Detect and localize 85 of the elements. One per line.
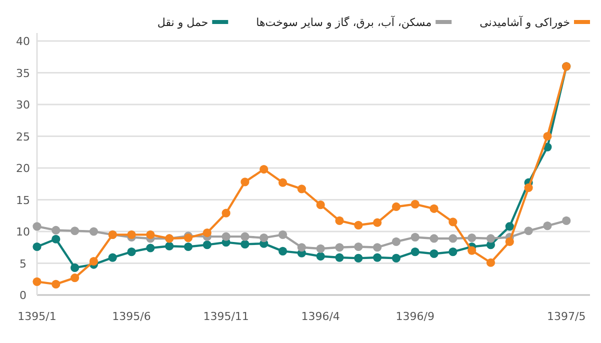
point — [392, 202, 401, 212]
point — [240, 240, 250, 248]
y-tick-label: 0 — [20, 289, 26, 302]
y-tick-label: 20 — [16, 162, 30, 175]
point — [89, 227, 98, 236]
point — [543, 221, 552, 230]
point — [52, 234, 60, 244]
point — [505, 237, 514, 246]
point — [354, 254, 363, 262]
point — [32, 242, 42, 252]
point — [410, 200, 420, 208]
y-tick-label: 35 — [16, 66, 30, 80]
point — [373, 253, 382, 262]
point — [52, 226, 60, 235]
point — [297, 184, 306, 194]
x-tick-label: 1395/6 — [112, 310, 151, 323]
point — [410, 248, 420, 256]
point — [127, 230, 136, 239]
point — [70, 226, 80, 236]
point — [430, 204, 438, 213]
point — [354, 220, 363, 230]
legend-label: مسکن، آب، برق، گاز و سایر سوخت‌ها — [256, 15, 432, 29]
point — [278, 230, 288, 239]
point — [70, 263, 80, 272]
point — [468, 234, 476, 242]
point — [260, 164, 268, 174]
legend-label: خوراکی و آشامیدنی — [480, 15, 570, 29]
point — [222, 208, 230, 218]
point — [430, 234, 438, 243]
point — [108, 253, 117, 262]
point — [543, 132, 552, 141]
point — [524, 226, 533, 236]
point — [32, 222, 42, 231]
point — [316, 252, 325, 261]
point — [316, 200, 325, 210]
point — [297, 243, 306, 252]
point — [32, 277, 42, 286]
point — [260, 234, 268, 242]
x-tick-label: 1396/9 — [396, 310, 434, 323]
legend-label: حمل و نقل — [157, 16, 208, 29]
point — [392, 254, 401, 262]
point — [202, 228, 212, 238]
point — [240, 232, 250, 241]
point — [430, 249, 438, 258]
x-tick-label: 1395/11 — [203, 310, 249, 323]
y-tick-label: 15 — [16, 194, 30, 207]
point — [392, 237, 401, 246]
point — [354, 242, 363, 252]
point — [70, 274, 80, 282]
point — [222, 232, 230, 241]
point — [486, 234, 496, 243]
point — [52, 280, 60, 289]
point — [505, 222, 514, 231]
point — [562, 216, 571, 226]
point — [373, 243, 382, 252]
point — [448, 248, 458, 256]
point — [335, 243, 344, 252]
point — [335, 253, 344, 262]
point — [278, 178, 288, 187]
point — [240, 178, 250, 186]
y-tick-label: 10 — [16, 226, 30, 238]
point — [202, 240, 212, 250]
point — [373, 218, 382, 227]
point — [89, 257, 98, 266]
y-tick-label: 5 — [20, 257, 26, 270]
y-tick-label: 25 — [16, 130, 30, 144]
point — [146, 230, 155, 239]
x-tick-label: 1395/1 — [18, 310, 56, 323]
point — [448, 234, 458, 243]
point — [278, 246, 288, 256]
point — [486, 258, 496, 267]
y-tick-label: 40 — [16, 35, 30, 48]
x-tick-label: 1397/5 — [547, 310, 586, 323]
point — [127, 248, 136, 256]
point — [524, 183, 533, 192]
point — [448, 218, 458, 226]
point — [335, 216, 344, 226]
point — [165, 242, 174, 250]
x-tick-label: 1396/4 — [301, 310, 340, 323]
point — [410, 232, 420, 242]
point — [468, 246, 476, 255]
point — [316, 244, 325, 253]
point — [146, 244, 155, 252]
y-tick-label: 30 — [16, 98, 30, 112]
point — [184, 242, 193, 252]
